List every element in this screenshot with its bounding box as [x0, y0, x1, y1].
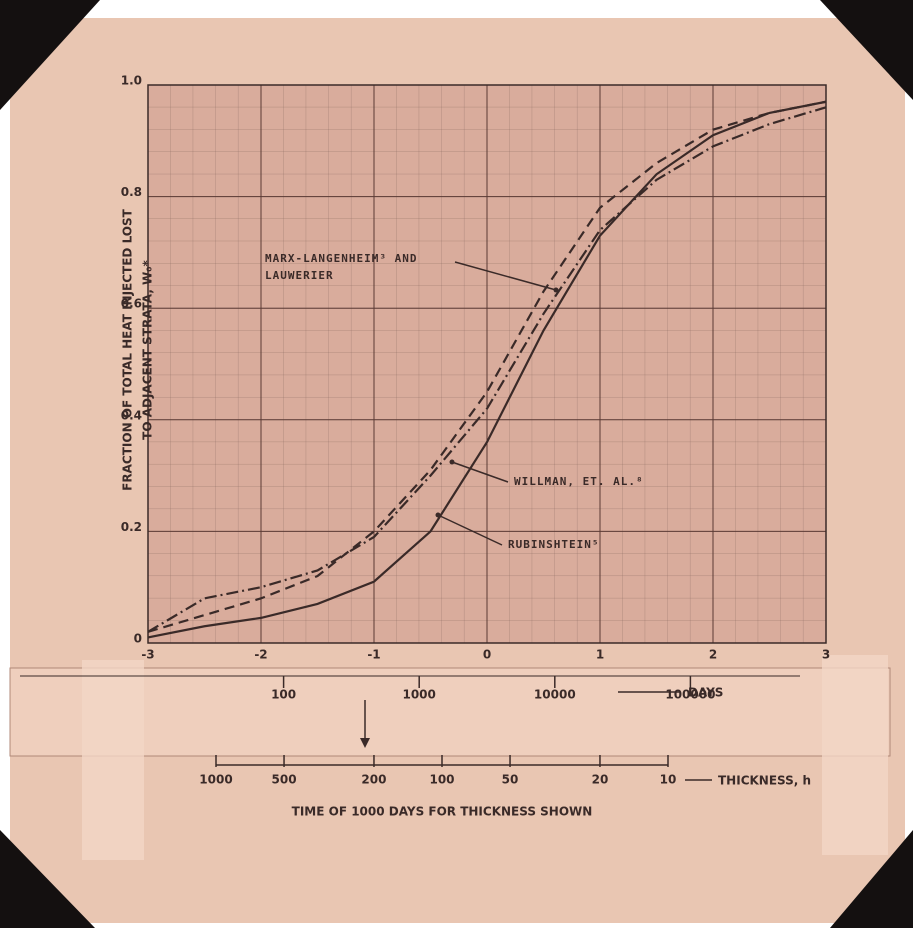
x-tick-label: 1 [596, 648, 604, 662]
days-tick-label: 100 [271, 688, 296, 702]
series-label: WILLMAN, ET. AL.⁸ [514, 473, 714, 490]
thickness-tick-label: 1000 [199, 773, 232, 787]
y-tick-label: 0.8 [121, 185, 142, 199]
annotation-arrow-head [450, 460, 455, 465]
y-axis-label: TO ADJACENT STRATA, W₀* [141, 259, 155, 439]
thickness-label: THICKNESS, h [718, 774, 811, 788]
series-label: RUBINSHTEIN⁵ [508, 536, 708, 553]
x-tick-label: 3 [822, 648, 830, 662]
x-tick-label: 2 [709, 648, 717, 662]
y-tick-label: 0 [134, 632, 142, 646]
thickness-tick-label: 50 [502, 773, 519, 787]
y-tick-label: 1.0 [121, 74, 142, 88]
days-tick-label: 10000 [534, 688, 576, 702]
thickness-tick-label: 10 [660, 773, 677, 787]
days-tick-label: 1000 [402, 688, 435, 702]
x-tick-label: -1 [367, 648, 380, 662]
annotation-arrow-head [436, 513, 441, 518]
tape [82, 660, 144, 860]
chart: 00.20.40.60.81.0-3-2-10123FRACTION OF TO… [0, 0, 913, 928]
series-label: MARX-LANGENHEIM³ AND LAUWERIER [265, 250, 445, 284]
x-tick-label: -2 [254, 648, 267, 662]
thickness-tick-label: 100 [429, 773, 454, 787]
caption: TIME OF 1000 DAYS FOR THICKNESS SHOWN [292, 805, 593, 819]
thickness-tick-label: 20 [592, 773, 609, 787]
x-tick-label: 0 [483, 648, 491, 662]
y-axis-label: FRACTION OF TOTAL HEAT INJECTED LOST [121, 208, 135, 490]
tape [822, 655, 888, 855]
x-tick-label: -3 [141, 648, 154, 662]
thickness-tick-label: 200 [361, 773, 386, 787]
thickness-tick-label: 500 [272, 773, 297, 787]
days-label: DAYS [688, 686, 723, 700]
y-tick-label: 0.2 [121, 520, 142, 534]
photo: 00.20.40.60.81.0-3-2-10123FRACTION OF TO… [0, 0, 913, 928]
annotation-arrow-head [554, 288, 559, 293]
